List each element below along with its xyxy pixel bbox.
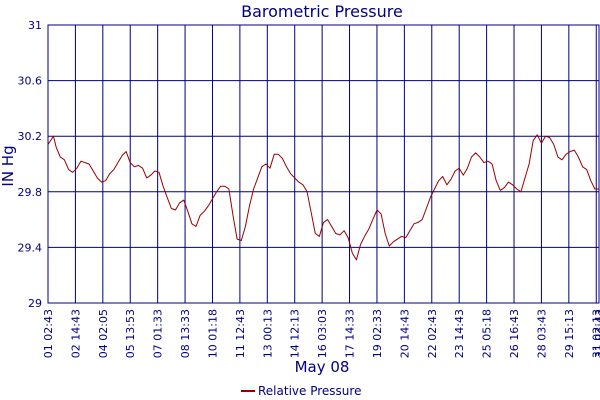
x-tick-label: 07 01:33: [152, 309, 165, 358]
series-line-relative-pressure: [47, 134, 599, 261]
x-tick-label: 20 14:43: [398, 309, 411, 358]
y-axis-label: IN Hg: [0, 145, 17, 186]
x-tick-label: 28 03:43: [535, 309, 548, 358]
x-tick-label: 31 02:13: [590, 309, 600, 358]
y-tick-label: 30.6: [18, 75, 43, 88]
x-tick-label: 26 16:43: [508, 309, 521, 358]
grid: [47, 24, 600, 304]
y-tick-label: 29: [28, 297, 42, 310]
x-tick-labels: 01 02:43 02 14:43 04 02:05 05 13:53 07 01:33…: [42, 309, 600, 358]
x-tick-label: 29 15:13: [563, 309, 576, 358]
y-tick-labels: 31 30.6 30.2 29.8 29.4 29: [18, 19, 43, 310]
x-tick-label: 25 05:18: [481, 309, 494, 358]
x-tick-label: 01 02:43: [42, 309, 55, 358]
x-tick-label: 22 02:43: [426, 309, 439, 358]
x-tick-label: 23 14:43: [453, 309, 466, 358]
series-group: [47, 134, 599, 261]
x-tick-label: 04 02:05: [97, 309, 110, 358]
x-tick-label: 13 00:13: [261, 309, 274, 358]
legend: Relative Pressure: [241, 384, 361, 398]
x-tick-label: 11 12:43: [234, 309, 247, 358]
x-axis-label: May 08: [295, 358, 350, 376]
x-tick-label: 10 01:18: [206, 309, 219, 358]
x-tick-label: 02 14:43: [69, 309, 82, 358]
x-tick-label: 31 03:43: [593, 309, 600, 358]
plot-area-frame: [47, 24, 600, 304]
y-tick-label: 29.8: [18, 186, 43, 199]
chart-title: Barometric Pressure: [241, 2, 403, 21]
x-tick-label: 08 13:33: [179, 309, 192, 358]
x-tick-label: 19 02:33: [371, 309, 384, 358]
x-tick-label: 14 12:13: [289, 309, 302, 358]
x-tick-label: 05 13:53: [124, 309, 137, 358]
y-tick-label: 31: [28, 19, 42, 32]
x-tick-label: 16 03:03: [316, 309, 329, 358]
y-tick-label: 30.2: [18, 130, 43, 143]
x-tick-label: 17 14:33: [344, 309, 357, 358]
legend-label: Relative Pressure: [258, 384, 361, 398]
y-tick-label: 29.4: [18, 241, 43, 254]
